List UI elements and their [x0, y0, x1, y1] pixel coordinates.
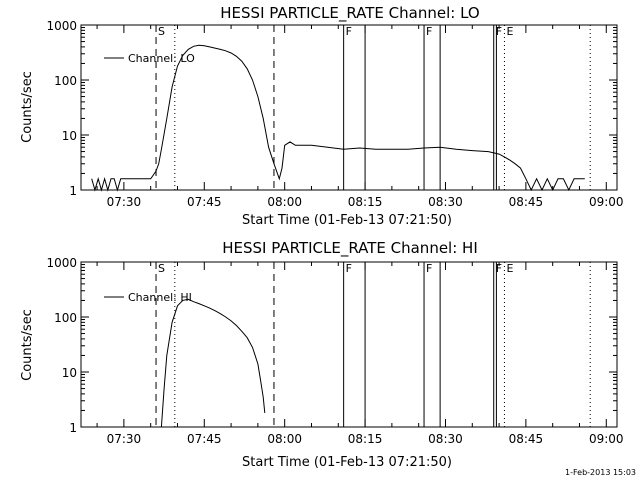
panel-lo: HESSI PARTICLE_RATE Channel: LO 07:30 07:… [20, 4, 624, 228]
event-marker-label: F [346, 25, 352, 38]
panel-hi: HESSI PARTICLE_RATE Channel: HI 07:30 07:… [20, 239, 624, 470]
y-tick-label: 10 [62, 366, 77, 380]
y-tick-label: 1 [69, 184, 77, 198]
legend-label: Channel: HI [128, 291, 192, 304]
x-tick-label: 07:30 [107, 432, 142, 446]
event-marker-label: E [506, 25, 513, 38]
y-tick-label: 1000 [46, 256, 77, 270]
y-tick-label: 10 [62, 129, 77, 143]
x-tick-label: 08:30 [428, 195, 463, 209]
event-marker-label: F [496, 25, 502, 38]
event-marker-label: S [158, 262, 165, 275]
x-tick-label: 08:00 [267, 195, 302, 209]
x-tick-label: 09:00 [589, 432, 624, 446]
legend-label: Channel: LO [128, 52, 195, 65]
chart-title: HESSI PARTICLE_RATE Channel: LO [220, 4, 479, 23]
x-tick-label: 08:15 [348, 432, 383, 446]
y-tick-label: 1 [69, 421, 77, 435]
plot-frame [80, 261, 618, 428]
y-ticks: 1 10 100 1000 [46, 19, 617, 198]
x-tick-label: 08:15 [348, 195, 383, 209]
x-tick-label: 07:45 [187, 195, 222, 209]
legend: Channel: LO [104, 52, 195, 65]
event-marker-label: F [346, 262, 352, 275]
plot-frame [80, 24, 618, 191]
event-marker-label: F [426, 262, 432, 275]
x-tick-label: 09:00 [589, 195, 624, 209]
series-line [160, 298, 266, 428]
series-line [91, 44, 585, 192]
legend: Channel: HI [104, 291, 192, 304]
y-axis-label: Counts/sec [20, 309, 35, 381]
footer-timestamp: 1-Feb-2013 15:03 [565, 468, 636, 477]
x-tick-label: 08:45 [509, 432, 544, 446]
event-marker-label: F [426, 25, 432, 38]
x-axis-label: Start Time (01-Feb-13 07:21:50) [242, 455, 452, 470]
x-tick-label: 07:45 [187, 432, 222, 446]
x-tick-label: 08:45 [509, 195, 544, 209]
y-ticks: 1 10 100 1000 [46, 256, 617, 435]
x-tick-label: 08:00 [267, 432, 302, 446]
event-marker-label: S [158, 25, 165, 38]
x-ticks: 07:30 07:45 08:00 08:15 08:30 08:45 09:00 [96, 262, 624, 446]
y-tick-label: 1000 [46, 19, 77, 33]
x-tick-label: 07:30 [107, 195, 142, 209]
chart-title: HESSI PARTICLE_RATE Channel: HI [222, 239, 478, 258]
x-axis-label: Start Time (01-Feb-13 07:21:50) [242, 213, 452, 228]
y-tick-label: 100 [54, 74, 77, 88]
event-marker-label: E [506, 262, 513, 275]
event-marker-label: F [496, 262, 502, 275]
x-tick-label: 08:30 [428, 432, 463, 446]
y-axis-label: Counts/sec [20, 71, 35, 143]
y-tick-label: 100 [54, 311, 77, 325]
